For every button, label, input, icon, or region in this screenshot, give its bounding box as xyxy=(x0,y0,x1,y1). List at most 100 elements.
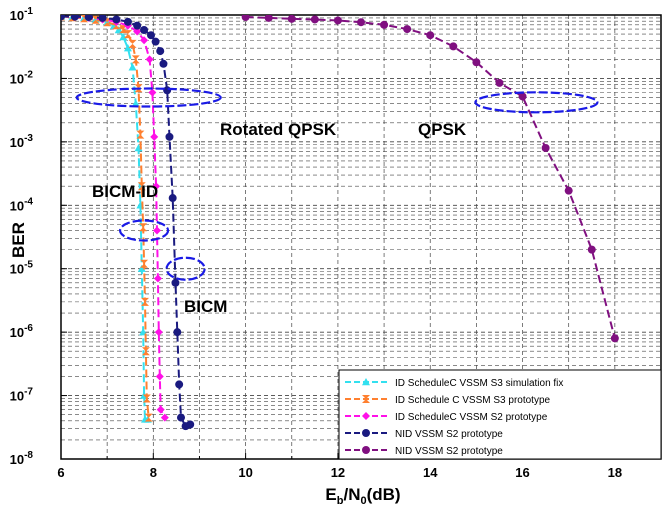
data-point xyxy=(84,15,93,21)
x-tick-label: 14 xyxy=(423,465,438,480)
legend-marker xyxy=(362,378,370,386)
series-3 xyxy=(61,15,169,422)
data-point xyxy=(264,15,273,22)
legend-marker xyxy=(362,395,370,403)
data-point xyxy=(153,274,162,283)
legend-label: ID ScheduleC VSSM S3 simulation fix xyxy=(395,378,563,389)
data-point xyxy=(160,413,169,422)
data-point xyxy=(147,31,155,40)
series-5 xyxy=(241,15,619,343)
series-line xyxy=(61,15,148,421)
data-point xyxy=(114,26,123,34)
data-point xyxy=(137,264,146,272)
data-point xyxy=(154,328,163,337)
data-point xyxy=(310,15,319,24)
y-tick-label: 10-1 xyxy=(10,6,34,23)
data-point xyxy=(136,130,145,139)
data-point xyxy=(173,328,182,337)
legend-item-5: NID VSSM S2 prototype xyxy=(345,446,503,457)
data-point xyxy=(403,25,412,34)
legend-label: ID Schedule C VSSM S3 prototype xyxy=(395,395,551,406)
data-point xyxy=(151,37,160,46)
data-point xyxy=(163,86,172,95)
annotation-ellipses xyxy=(75,87,599,281)
x-axis: 6 8 10 12 14 16 18 xyxy=(57,453,662,480)
data-point xyxy=(449,42,458,51)
data-point xyxy=(133,21,142,30)
data-point xyxy=(80,15,89,23)
data-point xyxy=(153,226,161,235)
data-point xyxy=(140,26,149,35)
data-point xyxy=(518,92,527,101)
legend: ID ScheduleC VSSM S3 simulation fix ID Sc… xyxy=(338,369,662,460)
data-point xyxy=(156,405,165,414)
data-point xyxy=(61,15,65,21)
y-axis-title: BER xyxy=(9,222,28,258)
data-point xyxy=(175,380,184,389)
data-point xyxy=(610,334,619,343)
x-tick-label: 6 xyxy=(57,465,64,480)
annotation-qpsk: QPSK xyxy=(418,120,467,139)
data-point xyxy=(119,32,128,41)
legend-box xyxy=(338,369,662,460)
data-point xyxy=(171,278,180,287)
data-point xyxy=(123,30,132,39)
data-point xyxy=(165,132,174,141)
y-tick-label: 10-2 xyxy=(10,69,34,86)
series-line xyxy=(61,15,191,428)
annotation-bicm-id: BICM-ID xyxy=(92,182,158,201)
data-point xyxy=(148,88,157,97)
data-point xyxy=(128,63,137,71)
data-point xyxy=(156,47,165,56)
legend-marker xyxy=(362,429,370,437)
ellipse-bicm-id xyxy=(118,219,170,242)
series-layer xyxy=(61,15,619,431)
data-point xyxy=(287,15,296,23)
ellipse-qpsk xyxy=(474,91,599,114)
data-point xyxy=(141,297,149,306)
data-point xyxy=(140,259,149,268)
data-point xyxy=(472,58,481,67)
legend-label: ID ScheduleC VSSM S2 prototype xyxy=(395,412,548,423)
data-point xyxy=(177,413,185,422)
data-point xyxy=(380,20,389,29)
legend-item-4: NID VSSM S2 prototype xyxy=(345,429,503,440)
x-tick-label: 8 xyxy=(150,465,157,480)
data-point xyxy=(123,17,132,26)
data-point xyxy=(131,99,140,107)
legend-label: NID VSSM S2 prototype xyxy=(395,446,503,457)
series-2 xyxy=(61,15,153,422)
data-point xyxy=(70,15,79,21)
ellipse-bicm xyxy=(165,256,206,281)
data-point xyxy=(186,420,195,429)
data-point xyxy=(357,18,365,27)
annotation-bicm: BICM xyxy=(184,297,227,316)
data-point xyxy=(128,39,137,48)
data-point xyxy=(150,132,159,141)
x-tick-label: 10 xyxy=(238,465,252,480)
data-point xyxy=(152,182,161,191)
data-point xyxy=(139,223,148,232)
y-tick-label: 10-5 xyxy=(10,260,34,277)
data-point xyxy=(144,413,153,422)
data-point xyxy=(142,394,151,403)
data-point xyxy=(564,186,573,195)
legend-label: NID VSSM S2 prototype xyxy=(395,429,503,440)
data-point xyxy=(131,55,140,64)
ellipse-rotated-qpsk xyxy=(75,87,222,108)
y-tick-label: 10-8 xyxy=(10,450,34,467)
data-point xyxy=(587,245,596,254)
data-point xyxy=(495,78,504,87)
y-tick-label: 10-6 xyxy=(10,323,34,340)
legend-marker xyxy=(362,446,370,454)
y-tick-label: 10-4 xyxy=(10,196,34,213)
data-point xyxy=(98,15,107,22)
x-axis-title: Eb/N0(dB) xyxy=(325,485,400,507)
y-tick-label: 10-3 xyxy=(10,133,34,150)
data-point xyxy=(241,15,250,21)
data-point xyxy=(145,55,154,64)
x-tick-label: 12 xyxy=(331,465,345,480)
data-point xyxy=(541,144,550,153)
legend-item-1: ID ScheduleC VSSM S3 simulation fix xyxy=(345,378,563,389)
data-point xyxy=(140,36,149,45)
